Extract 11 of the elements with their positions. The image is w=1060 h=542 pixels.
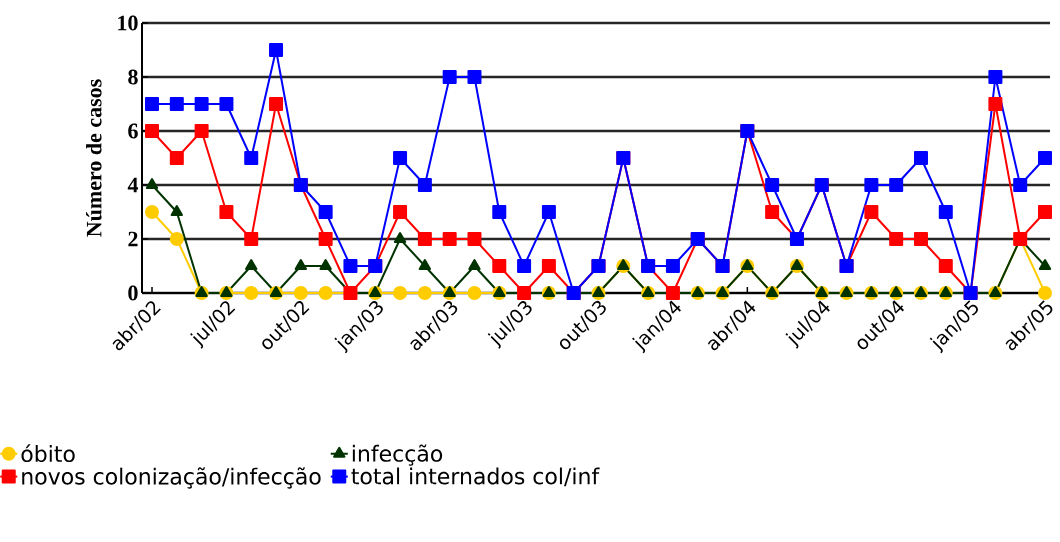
legend-label: infecção xyxy=(352,444,443,466)
legend-label: total internados col/inf xyxy=(351,467,600,487)
y-tick-label: 0 xyxy=(128,285,138,301)
y-tick-label: 4 xyxy=(127,177,139,193)
legend-label: novos colonização/infecção xyxy=(22,467,321,489)
y-tick-label: 2 xyxy=(128,231,138,247)
y-axis-title: Número de casos xyxy=(86,79,102,237)
legend-label: óbito xyxy=(21,444,75,463)
y-tick-label: 6 xyxy=(128,123,138,139)
y-tick-label: 8 xyxy=(128,69,138,85)
y-tick-label: 10 xyxy=(118,15,138,31)
